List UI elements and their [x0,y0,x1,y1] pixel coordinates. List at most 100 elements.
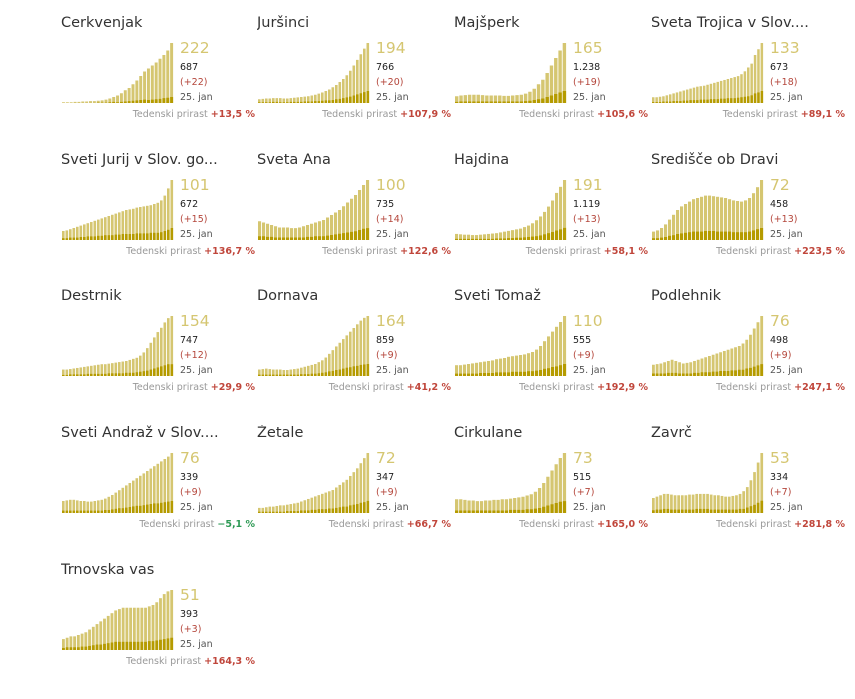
new-cases-bar [258,102,261,103]
new-cases-bar [519,238,522,240]
new-cases-bar [363,502,366,513]
new-cases-bar [748,232,751,240]
new-cases-bar [742,509,745,513]
new-cases-bar [328,100,331,103]
new-cases-bar [139,372,142,376]
new-cases-bar [307,102,310,104]
new-cases-bar [321,101,324,103]
new-cases-bar [101,511,104,513]
new-cases-bar [706,100,708,103]
new-cases-bar [90,374,93,376]
new-cases-bar [459,511,462,514]
new-cases-bar [107,643,110,650]
new-cases-bar [696,232,699,240]
weekly-growth: Tedenski prirast+281,8 % [716,519,845,530]
new-cases-bar [723,99,725,103]
new-cases-bar [69,511,72,513]
new-cases-bar [311,102,314,104]
current-value: 76 [770,312,790,330]
new-cases-bar [666,102,668,103]
active-cases-bar [74,102,77,103]
new-cases-bar [151,100,154,103]
new-cases-bar [710,99,712,103]
cases-bar-chart [652,453,764,513]
new-cases-bar [62,375,65,376]
new-cases-bar [704,231,707,240]
municipality-name: Hajdina [454,152,644,168]
new-cases-bar [507,372,510,376]
new-cases-bar [104,510,107,513]
new-cases-bar [498,102,501,104]
date-label: 25. jan [180,229,213,240]
weekly-growth-label: Tedenski prirast [519,519,594,530]
new-cases-bar [157,233,160,240]
new-cases-bar [713,99,715,103]
active-cases-bar [62,102,65,103]
total-value: 859 [376,335,394,346]
new-cases-bar [160,232,163,240]
new-cases-bar [558,93,561,104]
new-cases-bar [537,99,540,103]
date-label: 25. jan [376,92,409,103]
new-cases-bar [159,99,162,103]
new-cases-bar [139,233,142,240]
weekly-growth: Tedenski prirast+247,1 % [716,382,845,393]
new-cases-bar [484,511,487,514]
new-cases-bar [744,232,747,240]
new-cases-bar [367,364,370,376]
new-cases-bar [502,102,505,104]
new-cases-bar [160,503,163,513]
new-cases-bar [695,509,698,513]
new-cases-bar [720,232,723,240]
cases-bar-chart [652,316,764,376]
new-cases-bar [283,512,286,513]
new-cases-bar [656,238,659,240]
new-cases-bar [515,372,518,376]
new-cases-bar [129,373,132,376]
new-cases-bar [746,508,749,513]
municipality-name: Cirkulane [454,425,644,441]
new-cases-bar [467,374,470,376]
new-cases-bar [76,374,79,376]
new-cases-bar [170,97,173,103]
new-cases-bar [353,505,356,513]
new-cases-bar [740,97,742,103]
new-cases-bar [485,102,488,104]
new-cases-bar [143,505,146,513]
new-cases-bar [659,510,662,513]
weekly-growth-value: +165,0 % [597,519,648,530]
new-cases-bar [354,231,357,240]
new-cases-bar [656,374,659,377]
new-cases-bar [146,233,149,240]
new-cases-bar [507,102,510,104]
new-cases-bar [83,511,86,513]
new-cases-bar [73,374,76,376]
new-cases-bar [459,102,462,104]
new-cases-bar [97,374,100,376]
new-cases-bar [487,373,490,376]
new-cases-bar [712,231,715,240]
new-cases-bar [757,92,759,103]
new-cases-bar [496,511,499,514]
new-cases-bar [258,236,261,240]
new-cases-bar [738,370,741,376]
new-cases-bar [513,510,516,513]
delta-value: (+14) [376,214,403,225]
new-cases-bar [660,238,663,240]
new-cases-bar [350,232,353,240]
new-cases-bar [476,511,479,514]
weekly-growth: Tedenski prirast+164,3 % [126,656,255,667]
new-cases-bar [531,371,534,376]
active-cases-bar [89,101,92,103]
new-cases-bar [335,508,338,513]
new-cases-bar [346,368,349,376]
date-label: 25. jan [573,502,606,513]
weekly-growth-label: Tedenski prirast [716,246,791,257]
new-cases-bar [286,511,289,513]
total-value: 735 [376,199,394,210]
cases-bar-chart [62,316,174,376]
new-cases-bar [672,235,675,240]
new-cases-bar [523,237,526,240]
municipality-name: Majšperk [454,15,644,31]
